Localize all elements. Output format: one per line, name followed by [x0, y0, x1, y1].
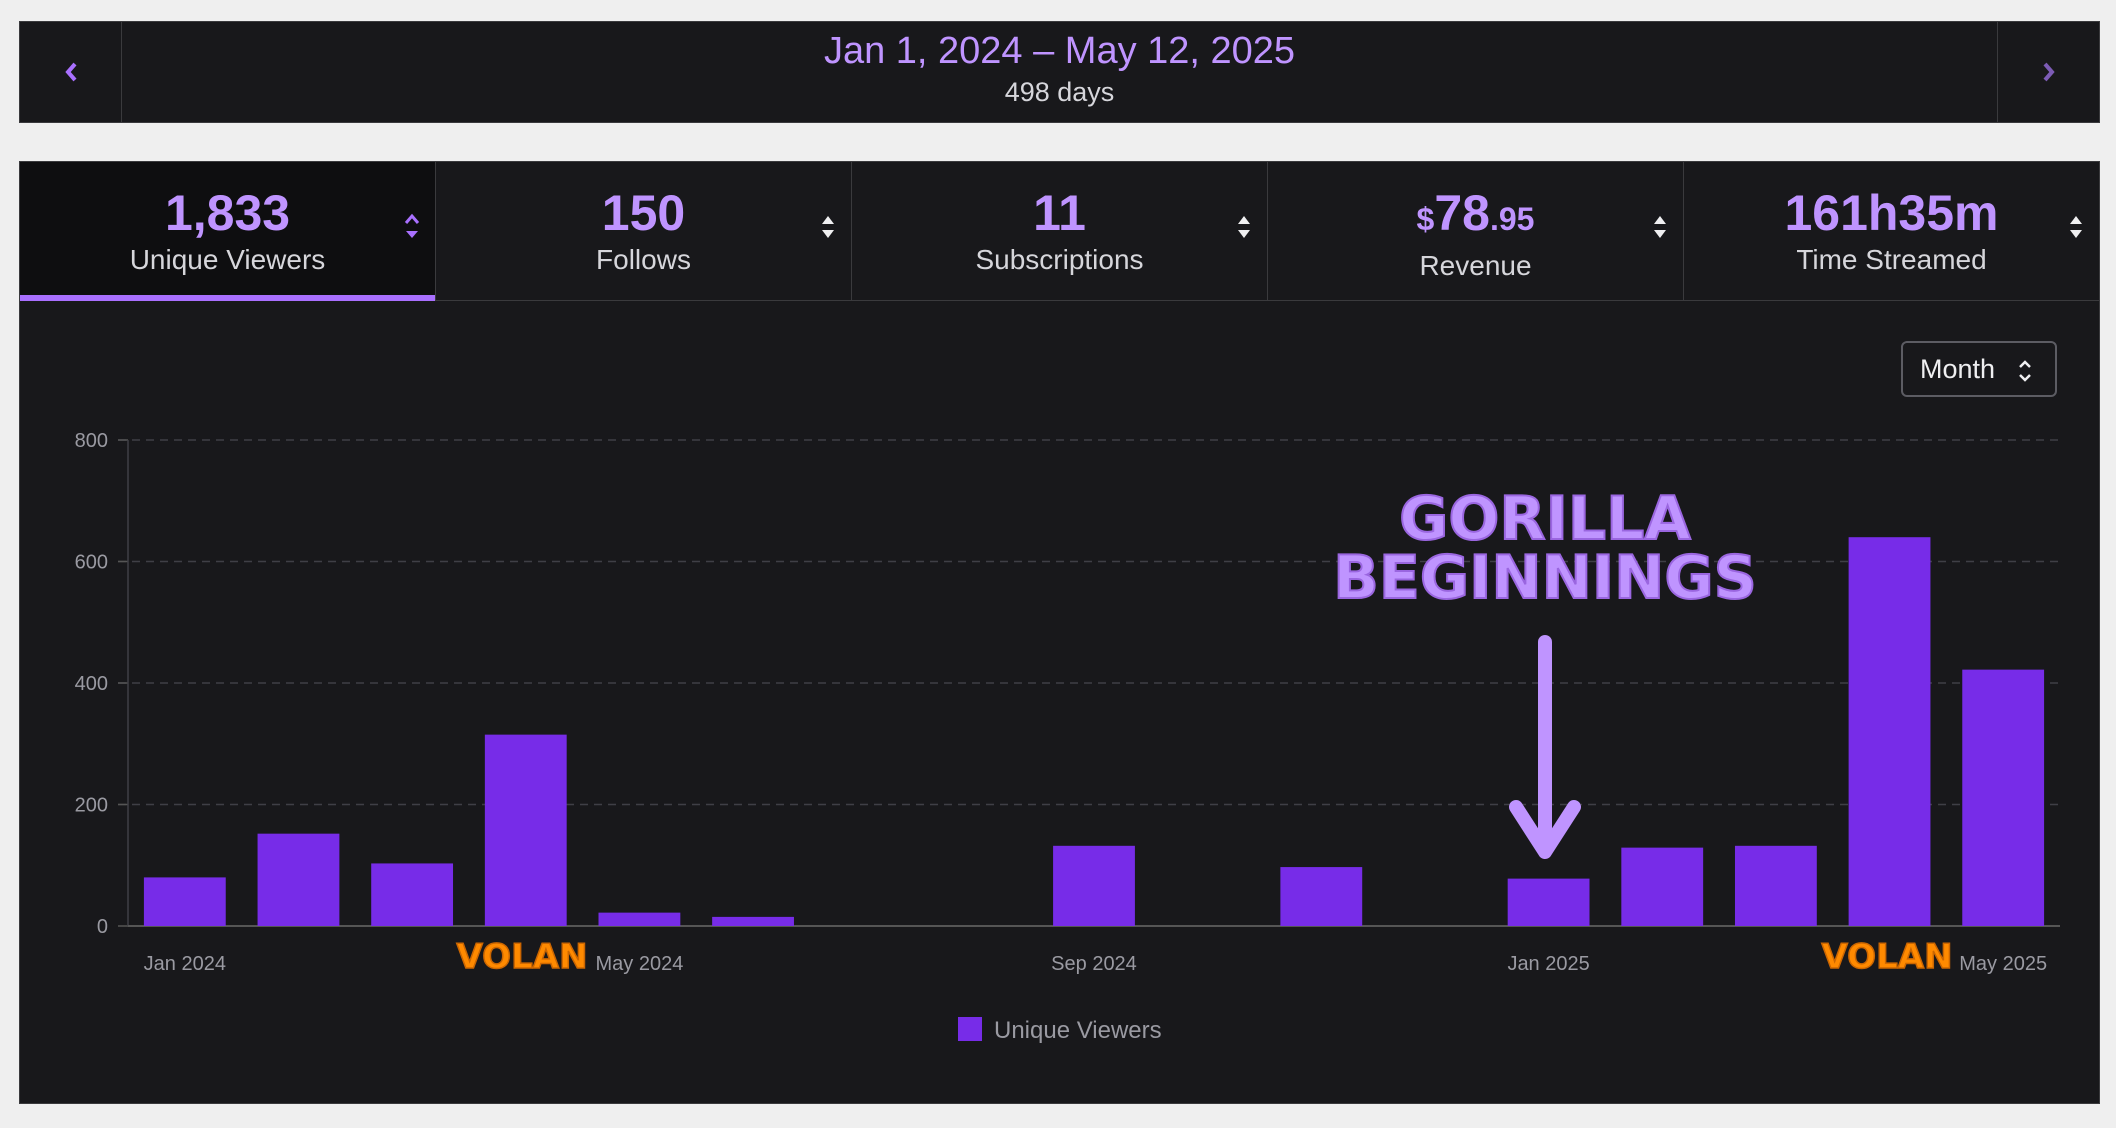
currency-symbol: $ — [1416, 201, 1435, 237]
metric-tabs: 1,833 Unique Viewers 150 Follows 11 Subs… — [20, 162, 2099, 301]
x-tick-label: Sep 2024 — [1051, 953, 1137, 975]
tab-subscriptions[interactable]: 11 Subscriptions — [852, 162, 1268, 300]
bar — [484, 734, 567, 926]
y-tick-label: 600 — [75, 552, 108, 574]
bar — [371, 863, 454, 926]
x-tick-label: Jan 2024 — [144, 953, 226, 975]
bar — [598, 912, 681, 926]
tab-time-streamed[interactable]: 161h35m Time Streamed — [1684, 162, 2099, 300]
granularity-value: Month — [1920, 353, 1996, 384]
annotation-gorilla-line1: GORILLA — [1399, 484, 1691, 554]
tab-label: Unique Viewers — [129, 244, 326, 275]
annotation-gorilla-line2: BEGINNINGS — [1333, 543, 1757, 613]
tab-value: $78.95 — [1268, 184, 1683, 248]
sort-icon[interactable] — [1651, 212, 1669, 242]
y-tick-label: 0 — [97, 916, 108, 938]
bar — [1280, 867, 1363, 926]
bar — [1507, 878, 1590, 926]
x-axis-ticks: Jan 2024 May 2024 Sep 2024 Jan 2025 May 2025 — [144, 953, 2047, 975]
analytics-panel: 1,833 Unique Viewers 150 Follows 11 Subs… — [19, 161, 2100, 1104]
legend-label: Unique Viewers — [994, 1017, 1162, 1044]
tab-follows[interactable]: 150 Follows — [436, 162, 852, 300]
date-range-display: Jan 1, 2024 – May 12, 2025 498 days — [121, 22, 1998, 122]
x-tick-label: May 2025 — [1959, 953, 2047, 975]
tab-value: 1,833 — [164, 185, 291, 241]
chevron-left-icon — [64, 62, 77, 82]
bar — [1848, 537, 1931, 926]
granularity-select[interactable]: Month — [1901, 341, 2057, 397]
revenue-whole: 78 — [1434, 185, 1490, 241]
x-tick-label: Jan 2025 — [1507, 953, 1589, 975]
sort-icon[interactable] — [819, 212, 837, 242]
annotations: GORILLA BEGINNINGS VOLAN VOLAN — [456, 483, 1954, 978]
date-range-days: 498 days — [1004, 77, 1115, 107]
y-tick-label: 200 — [75, 795, 108, 817]
previous-range-button[interactable] — [20, 22, 122, 122]
next-range-button[interactable] — [1997, 22, 2099, 122]
x-tick-label: May 2024 — [595, 953, 683, 975]
bar — [257, 833, 340, 926]
bar — [1962, 669, 2045, 926]
sort-icon[interactable] — [403, 212, 421, 242]
bar — [143, 877, 226, 926]
revenue-cents: .95 — [1489, 201, 1535, 237]
y-tick-label: 400 — [75, 673, 108, 695]
sort-icon[interactable] — [2067, 212, 2085, 242]
bar — [1053, 845, 1135, 926]
chevron-right-icon — [2042, 62, 2055, 82]
tab-value: 11 — [1033, 185, 1086, 241]
date-range-bar: Jan 1, 2024 – May 12, 2025 498 days — [19, 21, 2100, 123]
annotation-volan-2: VOLAN — [1821, 937, 1952, 977]
tab-value: 161h35m — [1784, 185, 1999, 241]
bar — [712, 916, 794, 926]
bars — [143, 537, 2045, 926]
up-down-chevron-icon — [2019, 360, 2031, 382]
y-tick-label: 800 — [75, 430, 108, 452]
tab-label: Revenue — [1419, 250, 1532, 281]
tab-label: Time Streamed — [1796, 244, 1987, 275]
sort-icon[interactable] — [1235, 212, 1253, 242]
annotation-volan-1: VOLAN — [456, 937, 587, 977]
y-axis-ticks: 0 200 400 600 800 — [75, 430, 108, 938]
tab-label: Subscriptions — [975, 244, 1144, 275]
bar — [1734, 845, 1817, 926]
tab-label: Follows — [596, 244, 691, 275]
tab-value: 150 — [601, 185, 686, 241]
tab-revenue[interactable]: $78.95 Revenue — [1268, 162, 1684, 300]
tab-unique-viewers[interactable]: 1,833 Unique Viewers — [20, 162, 436, 301]
bar — [1621, 847, 1704, 926]
date-range-title: Jan 1, 2024 – May 12, 2025 — [823, 30, 1296, 72]
annotation-arrow — [1509, 635, 1581, 859]
chart-legend: Unique Viewers — [958, 1017, 1162, 1044]
legend-swatch — [958, 1017, 982, 1041]
